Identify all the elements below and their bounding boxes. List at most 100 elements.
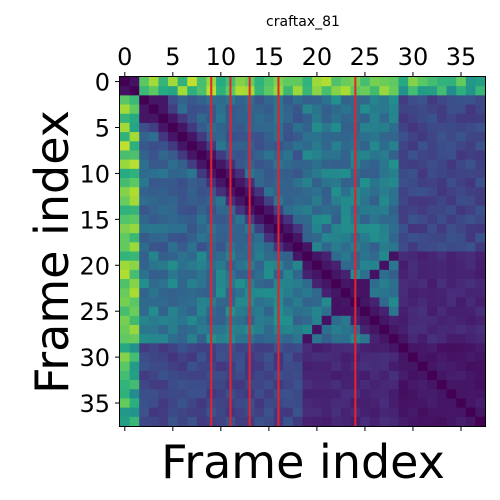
heatmap-cell <box>446 315 457 326</box>
heatmap-cell <box>139 269 150 280</box>
heatmap-cell <box>302 242 313 252</box>
heatmap-cell <box>398 407 409 418</box>
heatmap-cell <box>312 389 323 399</box>
heatmap-cell <box>254 416 265 427</box>
heatmap-cell <box>427 324 438 335</box>
heatmap-cell <box>456 159 467 170</box>
heatmap-cell <box>187 196 198 206</box>
heatmap-cell <box>369 113 380 124</box>
heatmap-cell <box>196 196 207 206</box>
heatmap-cell <box>465 223 476 234</box>
heatmap-cell <box>475 352 486 363</box>
heatmap-cell <box>158 132 169 142</box>
heatmap-cell <box>475 416 486 427</box>
heatmap-cell <box>283 86 294 96</box>
heatmap-cell <box>139 233 150 243</box>
heatmap-cell <box>168 122 179 133</box>
heatmap-cell <box>369 251 380 262</box>
heatmap-cell <box>398 324 409 335</box>
heatmap-cell <box>235 104 246 115</box>
heatmap-cell <box>235 196 246 206</box>
heatmap-cell <box>196 104 207 115</box>
heatmap-cell <box>417 150 428 161</box>
heatmap-cell <box>120 122 131 133</box>
heatmap-cell <box>446 324 457 335</box>
heatmap-cell <box>436 77 447 87</box>
heatmap-cell <box>216 168 227 179</box>
heatmap-cell <box>312 187 323 197</box>
heatmap-cell <box>379 77 390 87</box>
heatmap-cell <box>436 352 447 363</box>
heatmap-cell <box>120 269 131 280</box>
heatmap-cell <box>187 242 198 252</box>
heatmap-cell <box>148 86 159 96</box>
heatmap-cell <box>417 343 428 353</box>
heatmap-cell <box>456 233 467 243</box>
heatmap-cell <box>120 113 131 124</box>
heatmap-cell <box>196 251 207 262</box>
x-tick-label: 15 <box>254 43 285 71</box>
heatmap-cell <box>168 141 179 151</box>
heatmap-cell <box>312 306 323 317</box>
heatmap-cell <box>283 205 294 216</box>
heatmap-cell <box>475 159 486 170</box>
x-axis-ticks: 0 5 10 15 20 25 30 35 <box>117 43 476 431</box>
heatmap-cell <box>254 86 265 96</box>
heatmap-cell <box>465 352 476 363</box>
heatmap-cell <box>379 242 390 252</box>
heatmap-cell <box>292 398 303 409</box>
heatmap-cell <box>235 288 246 298</box>
heatmap-cell <box>475 334 486 344</box>
heatmap-cell <box>331 260 342 271</box>
heatmap-cell <box>388 233 399 243</box>
heatmap-cell <box>379 132 390 142</box>
heatmap-cell <box>283 233 294 243</box>
heatmap-cell <box>436 269 447 280</box>
heatmap-cell <box>408 380 419 390</box>
heatmap-cell <box>292 407 303 418</box>
heatmap-cell <box>360 122 371 133</box>
heatmap-cell <box>408 416 419 427</box>
heatmap-cell <box>129 279 140 289</box>
heatmap-cell <box>388 334 399 344</box>
heatmap-cell <box>321 178 332 188</box>
heatmap-cell <box>331 297 342 307</box>
heatmap-cell <box>187 205 198 216</box>
heatmap-cell <box>321 159 332 170</box>
heatmap-cell <box>254 122 265 133</box>
heatmap-cell <box>475 297 486 307</box>
heatmap-cell <box>369 343 380 353</box>
heatmap-cell <box>408 77 419 87</box>
heatmap-cell <box>388 205 399 216</box>
heatmap-cell <box>264 132 275 142</box>
heatmap-cell <box>168 233 179 243</box>
heatmap-cell <box>321 205 332 216</box>
heatmap-cell <box>360 132 371 142</box>
heatmap-cell <box>360 159 371 170</box>
heatmap-cell <box>321 361 332 372</box>
heatmap-cell <box>465 288 476 298</box>
heatmap-cell <box>331 407 342 418</box>
heatmap-cell <box>369 352 380 363</box>
heatmap-cell <box>292 77 303 87</box>
heatmap-cell <box>264 324 275 335</box>
heatmap-cell <box>456 324 467 335</box>
heatmap-cell <box>446 95 457 105</box>
heatmap-cell <box>120 334 131 344</box>
heatmap-cell <box>427 223 438 234</box>
heatmap-cell <box>168 196 179 206</box>
heatmap-cell <box>120 178 131 188</box>
heatmap-cell <box>235 159 246 170</box>
heatmap-cell <box>340 370 351 381</box>
heatmap-cell <box>283 260 294 271</box>
heatmap-cell <box>129 407 140 418</box>
heatmap-cell <box>417 324 428 335</box>
heatmap-cell <box>148 279 159 289</box>
heatmap-cell <box>321 407 332 418</box>
heatmap-cell <box>187 361 198 372</box>
heatmap-cell <box>369 361 380 372</box>
heatmap-cell <box>129 205 140 216</box>
heatmap-cell <box>360 141 371 151</box>
heatmap-cell <box>369 416 380 427</box>
heatmap-cell <box>408 205 419 216</box>
